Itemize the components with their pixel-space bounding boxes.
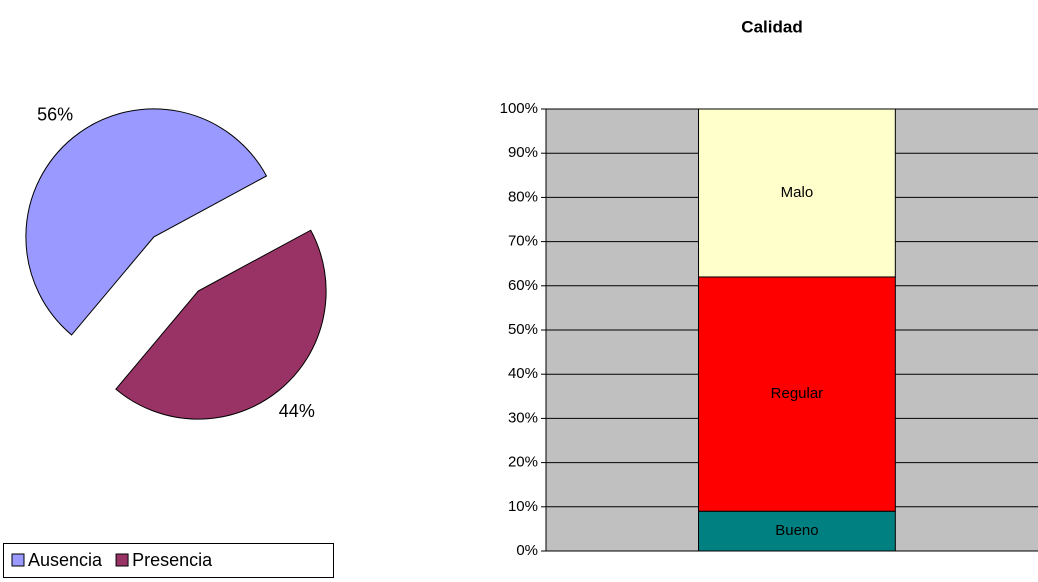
y-tick-label: 0% bbox=[516, 542, 538, 559]
pie-label: 56% bbox=[37, 105, 73, 125]
legend-box bbox=[3, 543, 334, 578]
y-tick-label: 10% bbox=[508, 498, 538, 515]
y-tick-label: 50% bbox=[508, 321, 538, 338]
legend-label: Presencia bbox=[132, 550, 213, 570]
pie-slice bbox=[115, 229, 327, 420]
y-tick-label: 70% bbox=[508, 233, 538, 250]
y-tick-label: 80% bbox=[508, 188, 538, 205]
pie-slice bbox=[25, 108, 268, 336]
bar-segment bbox=[698, 276, 896, 512]
pie-label: 44% bbox=[279, 401, 315, 421]
segment-label: Bueno bbox=[775, 522, 818, 539]
legend-swatch bbox=[115, 553, 129, 567]
bar-segment bbox=[698, 108, 896, 278]
y-tick-label: 90% bbox=[508, 144, 538, 161]
segment-label: Regular bbox=[771, 385, 824, 402]
legend-swatch bbox=[11, 553, 25, 567]
chart-title: Calidad bbox=[741, 17, 802, 36]
y-tick-label: 40% bbox=[508, 365, 538, 382]
y-tick-label: 60% bbox=[508, 277, 538, 294]
y-tick-label: 20% bbox=[508, 454, 538, 471]
y-tick-label: 30% bbox=[508, 409, 538, 426]
y-tick-label: 100% bbox=[500, 100, 538, 117]
segment-label: Malo bbox=[781, 184, 814, 201]
legend-label: Ausencia bbox=[28, 550, 103, 570]
